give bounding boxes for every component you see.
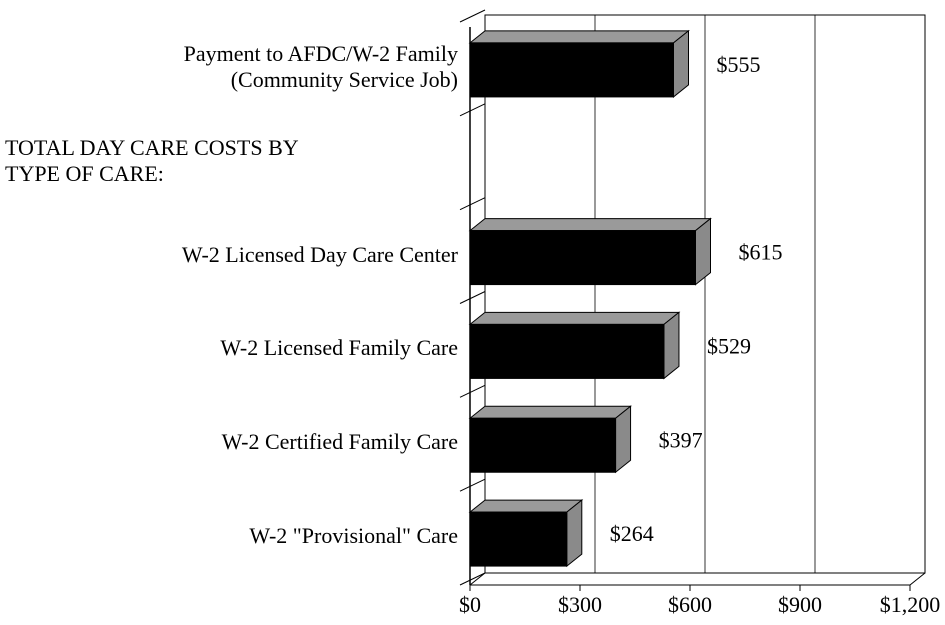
category-label: W-2 Certified Family Care [221,429,458,455]
category-label: W-2 Licensed Day Care Center [181,241,458,267]
bar [469,42,674,98]
bar-top [468,499,584,513]
bar-top [468,30,690,44]
bar-side [615,405,632,474]
category-tick [459,9,486,23]
x-tick-label: $600 [668,592,712,617]
category-tick [459,572,486,586]
bar-top [468,405,632,419]
value-label: $555 [717,52,761,77]
category-tick [459,197,486,211]
bar [469,323,665,379]
category-label: W-2 Licensed Family Care [220,335,458,361]
bar-top [468,218,712,232]
x-tick-label: $900 [778,592,822,617]
value-label: $615 [739,240,783,265]
bar-side [566,499,583,568]
bar-side [663,311,680,380]
category-label: Payment to AFDC/W-2 Family (Community Se… [183,40,458,92]
bar [469,417,617,473]
category-tick [459,291,486,304]
floor-right [909,572,926,586]
x-tick-label: $0 [459,592,481,617]
category-tick [459,478,486,492]
bar [469,230,696,286]
bar-side [695,217,711,286]
value-label: $264 [610,521,654,546]
bar-side [673,29,689,98]
floor-left [469,572,486,586]
bar [469,511,568,567]
bar-top [468,311,681,325]
x-tick-label: $300 [558,592,602,617]
category-tick [459,103,486,117]
x-tick-label: $1,200 [880,592,941,617]
category-label: TOTAL DAY CARE COSTS BY TYPE OF CARE: [5,134,299,186]
value-label: $529 [707,333,751,358]
category-tick [459,384,486,398]
value-label: $397 [659,427,703,452]
category-label: W-2 "Provisional" Care [249,523,458,549]
